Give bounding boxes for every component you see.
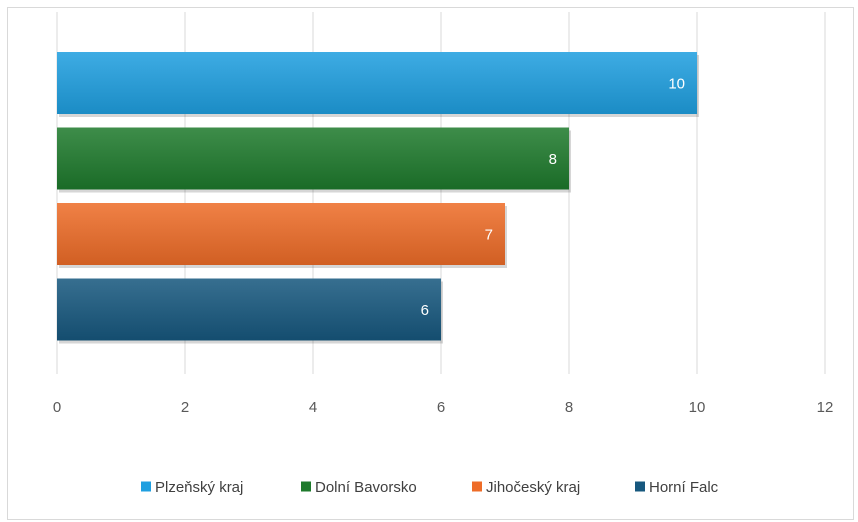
bars: 10 8 7 6 [57, 52, 699, 344]
data-label: 6 [421, 302, 429, 319]
x-tick-label: 2 [181, 399, 189, 416]
data-label: 7 [485, 227, 493, 244]
bar [57, 127, 569, 190]
bar [57, 203, 505, 265]
data-label: 8 [549, 151, 557, 168]
legend-swatch [141, 481, 151, 492]
legend-label: Jihočeský kraj [486, 479, 580, 496]
legend-label: Dolní Bavorsko [315, 479, 417, 496]
legend-label: Horní Falc [649, 479, 719, 496]
legend-swatch [635, 481, 645, 492]
x-tick-label: 6 [437, 399, 445, 416]
legend-swatch [472, 481, 482, 492]
legend-swatch [301, 481, 311, 492]
legend-label: Plzeňský kraj [155, 479, 243, 496]
x-tick-label: 10 [689, 399, 706, 416]
chart-area: 10 8 7 6 0 2 4 6 8 10 12 Plzeňský kraj Dolní Bavor… [7, 7, 854, 520]
data-label: 10 [668, 76, 685, 93]
x-tick-label: 4 [309, 399, 317, 416]
bar-chart: 10 8 7 6 0 2 4 6 8 10 12 Plzeňský kraj Dolní Bavor… [53, 12, 834, 496]
x-axis: 0 2 4 6 8 10 12 [53, 399, 834, 416]
legend: Plzeňský kraj Dolní Bavorsko Jihočeský kra… [141, 479, 719, 496]
bar [57, 278, 441, 341]
x-tick-label: 0 [53, 399, 61, 416]
x-tick-label: 8 [565, 399, 573, 416]
bar [57, 52, 697, 114]
x-tick-label: 12 [817, 399, 834, 416]
